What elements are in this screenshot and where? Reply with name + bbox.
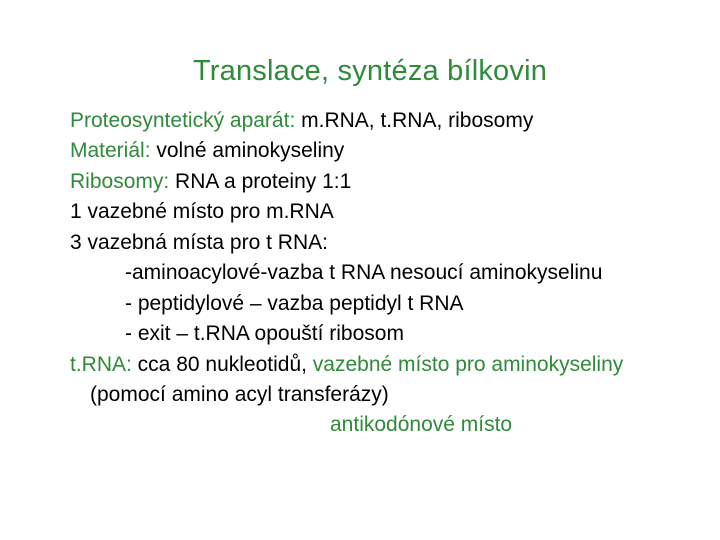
text-ribosomes: RNA a proteiny 1:1 <box>169 170 351 193</box>
slide-body: Proteosyntetický aparát: m.RNA, t.RNA, r… <box>70 106 670 441</box>
slide-title: Translace, syntéza bílkovin <box>70 55 670 88</box>
text-apparatus: m.RNA, t.RNA, ribosomy <box>295 109 533 132</box>
line-trna-nucleotides: t.RNA: cca 80 nukleotidů, vazebné místo … <box>70 350 670 380</box>
line-apparatus: Proteosyntetický aparát: m.RNA, t.RNA, r… <box>70 106 670 136</box>
line-material: Materiál: volné aminokyseliny <box>70 136 670 166</box>
line-trna-sites: 3 vazebná místa pro t RNA: <box>70 228 670 258</box>
text-trna-binding: vazebné místo pro aminokyseliny <box>313 353 623 376</box>
line-transferase: (pomocí amino acyl transferázy) <box>70 380 670 410</box>
line-peptidyl: - peptidylové – vazba peptidyl t RNA <box>70 289 670 319</box>
line-aminoacyl: -aminoacylové-vazba t RNA nesoucí aminok… <box>70 258 670 288</box>
line-exit: - exit – t.RNA opouští ribosom <box>70 319 670 349</box>
line-anticodon: antikodónové místo <box>70 410 670 440</box>
line-mrna-site: 1 vazebné místo pro m.RNA <box>70 197 670 227</box>
text-material: volné aminokyseliny <box>151 139 345 162</box>
label-trna: t.RNA: <box>70 353 132 376</box>
slide: Translace, syntéza bílkovin Proteosyntet… <box>0 0 720 540</box>
line-ribosomes: Ribosomy: RNA a proteiny 1:1 <box>70 167 670 197</box>
text-trna-count: cca 80 nukleotidů, <box>132 353 313 376</box>
label-material: Materiál: <box>70 139 151 162</box>
label-apparatus: Proteosyntetický aparát: <box>70 109 295 132</box>
label-ribosomes: Ribosomy: <box>70 170 169 193</box>
